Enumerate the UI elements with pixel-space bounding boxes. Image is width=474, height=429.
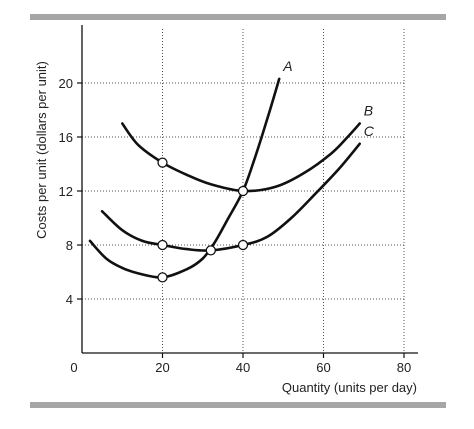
- point-marker: [237, 185, 249, 197]
- curve-b: [121, 122, 361, 193]
- x-tick-label: 20: [155, 360, 169, 375]
- curve-label-c: C: [364, 123, 375, 139]
- y-tick-label: 16: [59, 130, 73, 145]
- point-marker: [157, 157, 168, 168]
- curve-label-a: A: [282, 58, 292, 74]
- grid: [82, 29, 405, 353]
- top-rule: [30, 14, 446, 20]
- x-tick-label: 60: [316, 360, 330, 375]
- y-tick-label: 20: [59, 76, 73, 91]
- markers: [157, 157, 249, 283]
- point-marker: [205, 245, 216, 256]
- y-tick-label: 8: [66, 238, 73, 253]
- curve-a: [88, 77, 281, 279]
- curve-c: [100, 142, 361, 252]
- curve-label-b: B: [364, 103, 373, 119]
- axes: [77, 25, 418, 358]
- curve-labels: A BC: [282, 58, 375, 139]
- bottom-rule: [30, 402, 446, 408]
- x-axis-label: Quantity (units per day): [282, 380, 417, 395]
- y-axis-label: Costs per unit (dollars per unit): [34, 61, 49, 239]
- x-tick-label: 40: [236, 360, 250, 375]
- x-tick-label: 0: [70, 360, 77, 375]
- tick-labels: 0 20 40 60 80 4 8 12 16 20: [59, 76, 412, 375]
- x-tick-label: 80: [397, 360, 411, 375]
- curves: [88, 77, 361, 279]
- point-marker: [237, 239, 249, 251]
- y-tick-label: 12: [59, 184, 73, 199]
- y-tick-label: 4: [66, 292, 73, 307]
- point-marker: [157, 272, 168, 283]
- point-marker: [157, 239, 168, 251]
